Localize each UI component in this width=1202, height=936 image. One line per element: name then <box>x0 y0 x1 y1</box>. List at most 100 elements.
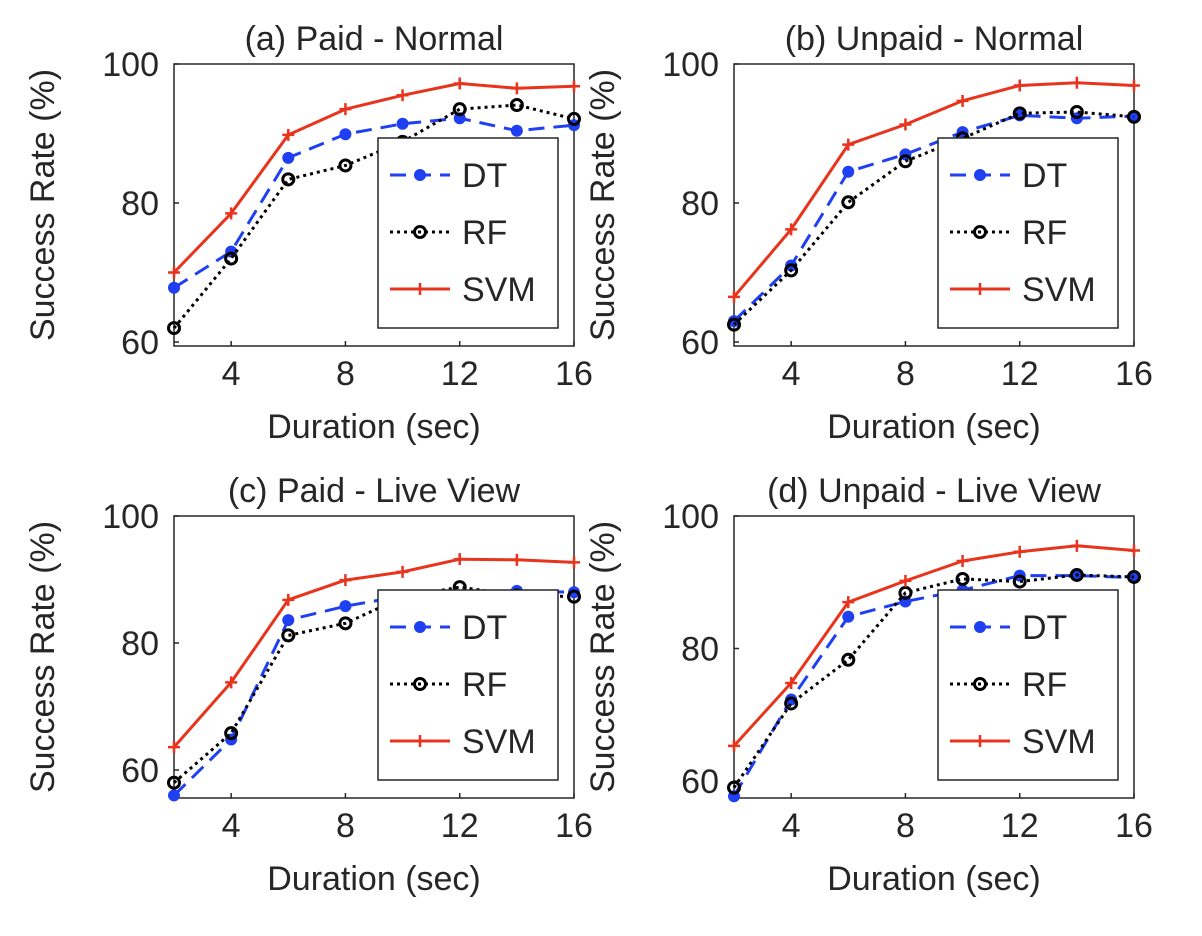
y-axis-label: Success Rate (%) <box>24 69 62 341</box>
chart-title: (d) Unpaid - Live View <box>767 472 1101 510</box>
data-point-svm <box>1013 545 1026 558</box>
series-line-dt <box>732 574 1135 797</box>
data-point-dt <box>339 600 352 613</box>
legend-marker-rf <box>413 677 427 691</box>
y-tick-label: 80 <box>121 185 159 223</box>
x-tick-label: 4 <box>782 807 801 845</box>
data-point-rf <box>167 775 181 790</box>
data-point-rf <box>1012 106 1027 121</box>
data-point-svm <box>728 290 740 303</box>
legend-marker-rf <box>973 677 987 691</box>
y-axis-label: Success Rate (%) <box>584 69 622 341</box>
data-point-svm <box>339 574 352 587</box>
legend-marker-rf <box>413 225 427 239</box>
data-point-rf <box>567 111 581 126</box>
legend-box <box>937 589 1119 781</box>
x-tick-label: 4 <box>782 355 801 393</box>
series-line-dt <box>732 113 1135 323</box>
data-point-rf <box>281 628 296 643</box>
data-point-svm <box>1013 79 1026 92</box>
data-point-rf <box>898 154 913 169</box>
y-tick-label: 100 <box>102 46 159 84</box>
data-point-svm <box>728 739 740 752</box>
x-tick-label: 12 <box>441 355 479 393</box>
x-tick-label: 16 <box>1115 807 1153 845</box>
y-tick-label: 80 <box>681 185 719 223</box>
legend-label-rf: RF <box>462 666 507 704</box>
data-point-svm <box>282 593 295 606</box>
legend-marker-dt <box>974 621 986 633</box>
data-point-rf <box>955 571 970 586</box>
x-tick-label: 12 <box>1001 807 1039 845</box>
y-tick-label: 60 <box>681 763 719 801</box>
data-point-svm <box>339 103 352 116</box>
legend-box <box>377 589 559 781</box>
x-axis-label: Duration (sec) <box>267 860 481 898</box>
data-point-svm <box>568 80 580 93</box>
x-tick-label: 16 <box>555 355 593 393</box>
data-point-svm <box>842 138 855 151</box>
data-point-rf <box>727 317 741 332</box>
data-point-rf <box>509 98 524 113</box>
legend-marker-svm <box>974 735 986 747</box>
data-point-svm <box>568 556 580 569</box>
chart-panel-2: (b) Unpaid - Normal 4 8 12 16 60 80 100 Duration… <box>584 20 1153 446</box>
legend-label-dt: DT <box>1022 157 1067 195</box>
data-point-rf <box>1069 104 1084 119</box>
data-point-rf <box>567 589 581 604</box>
data-point-rf <box>167 321 181 336</box>
y-tick-label: 60 <box>121 752 159 790</box>
series-line-svm <box>732 544 1135 747</box>
data-point-rf <box>224 251 239 266</box>
x-tick-label: 16 <box>1115 355 1153 393</box>
y-tick-label: 100 <box>662 498 719 536</box>
data-point-svm <box>899 574 912 587</box>
data-point-svm <box>453 553 466 566</box>
data-point-svm <box>1070 539 1083 552</box>
chart-panel-4: (d) Unpaid - Live View 4 8 12 16 60 80 100 Durat… <box>584 472 1153 898</box>
legend-label-dt: DT <box>462 157 507 195</box>
data-point-rf <box>224 726 239 741</box>
x-axis-label: Duration (sec) <box>827 408 1041 446</box>
data-point-rf <box>1069 567 1084 582</box>
legend-marker-dt <box>414 169 426 181</box>
chart-panel-1: (a) Paid - Normal 4 8 12 16 60 80 100 Duration (… <box>24 20 593 446</box>
legend-marker-rf <box>973 225 987 239</box>
legend-label-rf: RF <box>1022 666 1067 704</box>
x-tick-label: 8 <box>896 807 915 845</box>
chart-title: (a) Paid - Normal <box>245 20 504 58</box>
x-tick-label: 12 <box>441 807 479 845</box>
data-point-svm <box>168 741 180 754</box>
data-point-rf <box>1127 569 1141 584</box>
data-point-rf <box>1127 109 1141 124</box>
x-tick-label: 4 <box>222 355 241 393</box>
data-point-rf <box>281 172 296 187</box>
y-tick-label: 80 <box>121 625 159 663</box>
x-axis-label: Duration (sec) <box>827 860 1041 898</box>
chart-title: (b) Unpaid - Normal <box>785 20 1084 58</box>
x-tick-label: 16 <box>555 807 593 845</box>
data-point-rf <box>338 616 353 631</box>
data-point-rf <box>841 195 856 210</box>
y-axis-label: Success Rate (%) <box>24 521 62 793</box>
data-point-svm <box>1070 76 1083 89</box>
x-tick-label: 8 <box>896 355 915 393</box>
y-tick-label: 100 <box>102 498 159 536</box>
data-point-dt <box>396 117 409 130</box>
x-tick-label: 12 <box>1001 355 1039 393</box>
legend-label-svm: SVM <box>1022 723 1096 761</box>
data-point-svm <box>1128 79 1140 92</box>
data-point-svm <box>396 89 409 102</box>
data-point-dt <box>842 165 855 178</box>
legend-marker-dt <box>974 169 986 181</box>
chart-panel-3: (c) Paid - Live View 4 8 12 16 60 80 100 Duratio… <box>24 472 593 898</box>
data-point-svm <box>225 207 238 220</box>
series-line-svm <box>172 557 575 749</box>
x-tick-label: 8 <box>336 355 355 393</box>
data-point-rf <box>898 585 913 600</box>
series-line-svm <box>172 82 575 274</box>
data-point-dt <box>510 124 523 137</box>
data-point-svm <box>168 266 180 279</box>
legend-box <box>937 137 1119 329</box>
